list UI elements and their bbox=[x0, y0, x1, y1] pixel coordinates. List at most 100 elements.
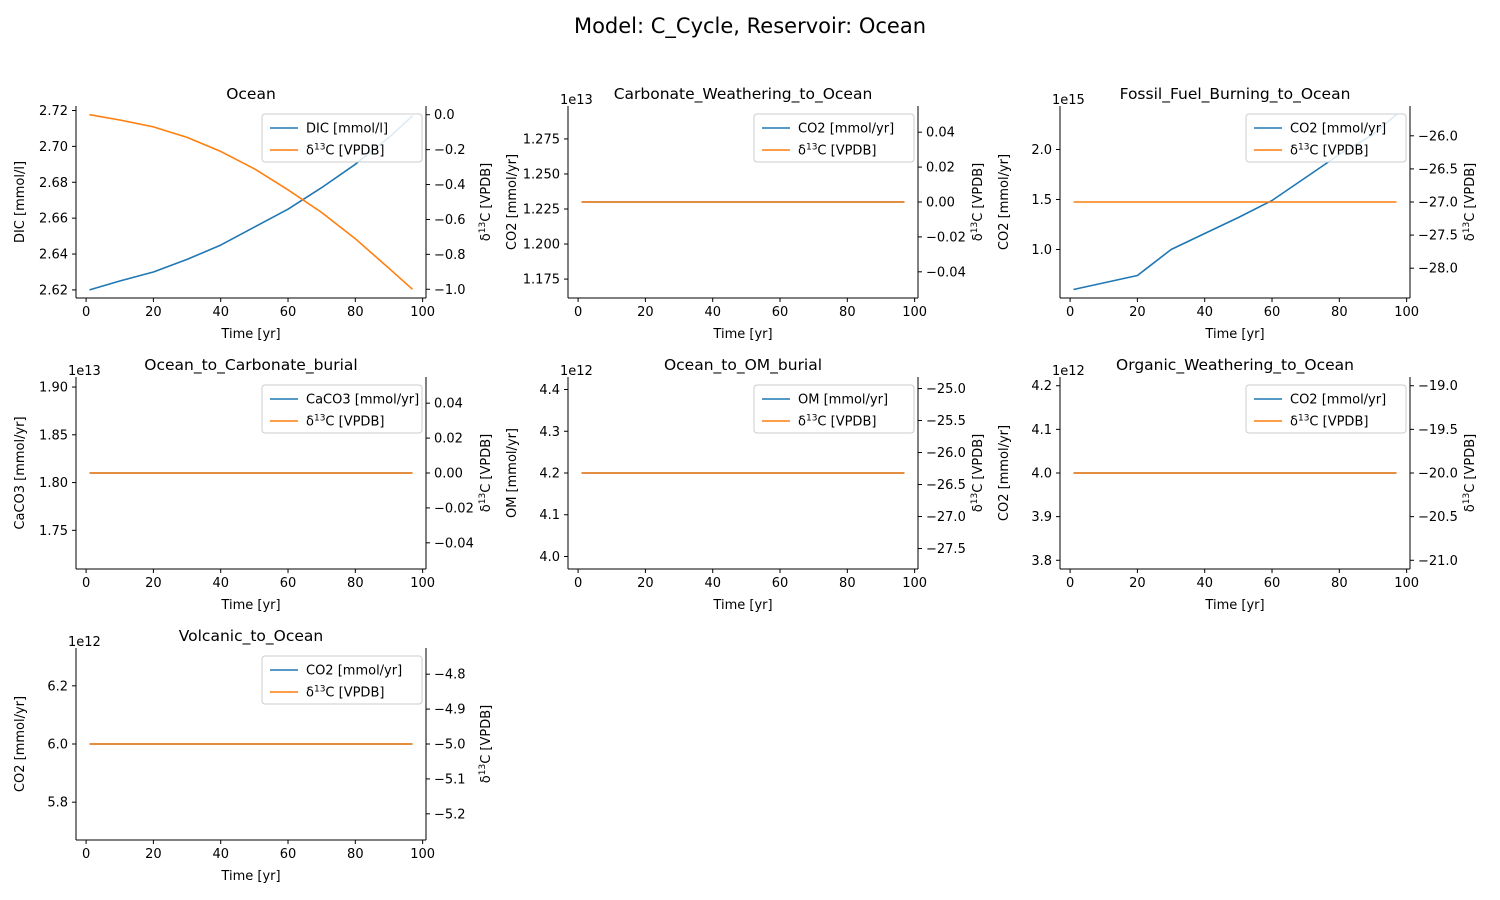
y2-tick-label: 0.0 bbox=[434, 108, 455, 123]
legend-label: CO2 [mmol/yr] bbox=[306, 664, 402, 679]
legend-label: OM [mmol/yr] bbox=[798, 393, 888, 408]
x-tick-label: 100 bbox=[902, 305, 927, 320]
legend: CO2 [mmol/yr] δ13C [VPDB] bbox=[1245, 113, 1407, 163]
subplot-title: Fossil_Fuel_Burning_to_Ocean bbox=[1120, 85, 1351, 104]
y-tick-label: 1.80 bbox=[39, 476, 68, 491]
y-axis-label: CO2 [mmol/yr] bbox=[997, 154, 1012, 250]
legend-label: CaCO3 [mmol/yr] bbox=[306, 393, 419, 408]
y-axis-label: DIC [mmol/l] bbox=[13, 161, 28, 243]
legend-box bbox=[753, 384, 915, 434]
legend-label: CO2 [mmol/yr] bbox=[1290, 393, 1386, 408]
y-axis-label: CO2 [mmol/yr] bbox=[13, 696, 28, 792]
legend: CaCO3 [mmol/yr] δ13C [VPDB] bbox=[261, 384, 423, 434]
x-tick-label: 100 bbox=[410, 576, 435, 591]
subplot-1: Ocean 0 20 40 60 80 100 Time [yr] 2.62 2.64 2.66 2.… bbox=[13, 85, 494, 342]
y2-tick-label: −0.4 bbox=[434, 178, 466, 193]
y2-axis-label: δ13C [VPDB] bbox=[478, 705, 494, 783]
y2-tick-label: −0.02 bbox=[434, 501, 474, 516]
y-tick-label: 1.90 bbox=[39, 381, 68, 396]
series-line-delta13c bbox=[89, 113, 414, 290]
x-tick-label: 40 bbox=[212, 305, 229, 320]
x-tick-label: 20 bbox=[637, 576, 654, 591]
subplot-title: Volcanic_to_Ocean bbox=[179, 627, 324, 646]
legend-label: CO2 [mmol/yr] bbox=[1290, 122, 1386, 137]
y-tick-label: 4.0 bbox=[539, 550, 560, 565]
x-tick-label: 40 bbox=[212, 847, 229, 862]
y-tick-label: 2.72 bbox=[39, 104, 68, 119]
y-tick-label: 2.66 bbox=[39, 212, 68, 227]
x-tick-label: 100 bbox=[410, 305, 435, 320]
y2-tick-label: −5.0 bbox=[434, 738, 466, 753]
x-axis-label: Time [yr] bbox=[1204, 327, 1264, 342]
x-axis-label: Time [yr] bbox=[220, 327, 280, 342]
y2-tick-label: −0.02 bbox=[926, 230, 966, 245]
x-tick-label: 60 bbox=[280, 305, 297, 320]
legend: DIC [mmol/l] δ13C [VPDB] bbox=[261, 113, 423, 163]
subplot-3: Fossil_Fuel_Burning_to_Ocean 0 20 40 60 80 100… bbox=[997, 85, 1478, 342]
x-tick-label: 20 bbox=[145, 847, 162, 862]
y-tick-label: 2.62 bbox=[39, 283, 68, 298]
x-tick-label: 40 bbox=[1196, 576, 1213, 591]
legend-label: δ13C [VPDB] bbox=[306, 143, 384, 159]
x-tick-label: 20 bbox=[1129, 576, 1146, 591]
y-tick-label: 1.85 bbox=[39, 428, 68, 443]
legend: CO2 [mmol/yr] δ13C [VPDB] bbox=[1245, 384, 1407, 434]
y2-tick-label: −1.0 bbox=[434, 283, 466, 298]
y2-tick-label: −26.0 bbox=[1418, 129, 1458, 144]
x-tick-label: 60 bbox=[280, 847, 297, 862]
x-tick-label: 40 bbox=[1196, 305, 1213, 320]
x-tick-label: 40 bbox=[212, 576, 229, 591]
y2-tick-label: −0.04 bbox=[926, 265, 966, 280]
x-tick-label: 60 bbox=[280, 576, 297, 591]
y2-tick-label: 0.00 bbox=[926, 196, 955, 211]
y2-tick-label: 0.04 bbox=[926, 126, 955, 141]
legend-label: δ13C [VPDB] bbox=[798, 414, 876, 430]
x-tick-label: 20 bbox=[1129, 305, 1146, 320]
subplot-title: Organic_Weathering_to_Ocean bbox=[1116, 356, 1354, 375]
y-tick-label: 2.70 bbox=[39, 140, 68, 155]
x-tick-label: 80 bbox=[347, 305, 364, 320]
x-tick-label: 0 bbox=[1066, 305, 1074, 320]
y2-tick-label: −27.0 bbox=[926, 510, 966, 525]
y2-axis-label: δ13C [VPDB] bbox=[478, 163, 494, 241]
y2-axis-label: δ13C [VPDB] bbox=[970, 163, 986, 241]
y2-tick-label: −26.5 bbox=[1418, 162, 1458, 177]
x-tick-label: 60 bbox=[772, 576, 789, 591]
y-tick-label: 1.75 bbox=[39, 524, 68, 539]
y-offset-label: 1e13 bbox=[68, 364, 101, 379]
y2-tick-label: −5.2 bbox=[434, 807, 466, 822]
x-tick-label: 20 bbox=[637, 305, 654, 320]
x-tick-label: 100 bbox=[1394, 305, 1419, 320]
x-axis-label: Time [yr] bbox=[220, 869, 280, 884]
y-tick-label: 2.64 bbox=[39, 248, 68, 263]
y2-axis-label: δ13C [VPDB] bbox=[1462, 434, 1478, 512]
y-tick-label: 2.68 bbox=[39, 176, 68, 191]
x-tick-label: 100 bbox=[410, 847, 435, 862]
y-offset-label: 1e13 bbox=[560, 93, 593, 108]
legend-label: DIC [mmol/l] bbox=[306, 122, 388, 137]
y2-axis-label: δ13C [VPDB] bbox=[478, 434, 494, 512]
subplot-title: Carbonate_Weathering_to_Ocean bbox=[614, 85, 873, 104]
y2-tick-label: −27.5 bbox=[1418, 229, 1458, 244]
y2-tick-label: −19.0 bbox=[1418, 379, 1458, 394]
subplot-4: Ocean_to_Carbonate_burial 0 20 40 60 80 100 Tim… bbox=[13, 356, 494, 613]
y2-tick-label: 0.04 bbox=[434, 397, 463, 412]
y2-tick-label: −25.0 bbox=[926, 382, 966, 397]
legend-label: δ13C [VPDB] bbox=[306, 414, 384, 430]
y-offset-label: 1e12 bbox=[560, 364, 593, 379]
y-axis-label: CaCO3 [mmol/yr] bbox=[13, 416, 28, 529]
x-tick-label: 0 bbox=[82, 576, 90, 591]
x-tick-label: 0 bbox=[574, 576, 582, 591]
legend: CO2 [mmol/yr] δ13C [VPDB] bbox=[753, 113, 915, 163]
y-tick-label: 1.275 bbox=[523, 132, 560, 147]
y-tick-label: 4.1 bbox=[1031, 423, 1052, 438]
y2-tick-label: −0.6 bbox=[434, 213, 466, 228]
subplot-6: Organic_Weathering_to_Ocean 0 20 40 60 80 100 T… bbox=[997, 356, 1478, 613]
y-tick-label: 1.250 bbox=[523, 167, 560, 182]
y-tick-label: 1.225 bbox=[523, 203, 560, 218]
y2-tick-label: 0.02 bbox=[434, 432, 463, 447]
y-tick-label: 5.8 bbox=[47, 796, 68, 811]
y2-tick-label: −4.8 bbox=[434, 668, 466, 683]
y-tick-label: 1.0 bbox=[1031, 243, 1052, 258]
